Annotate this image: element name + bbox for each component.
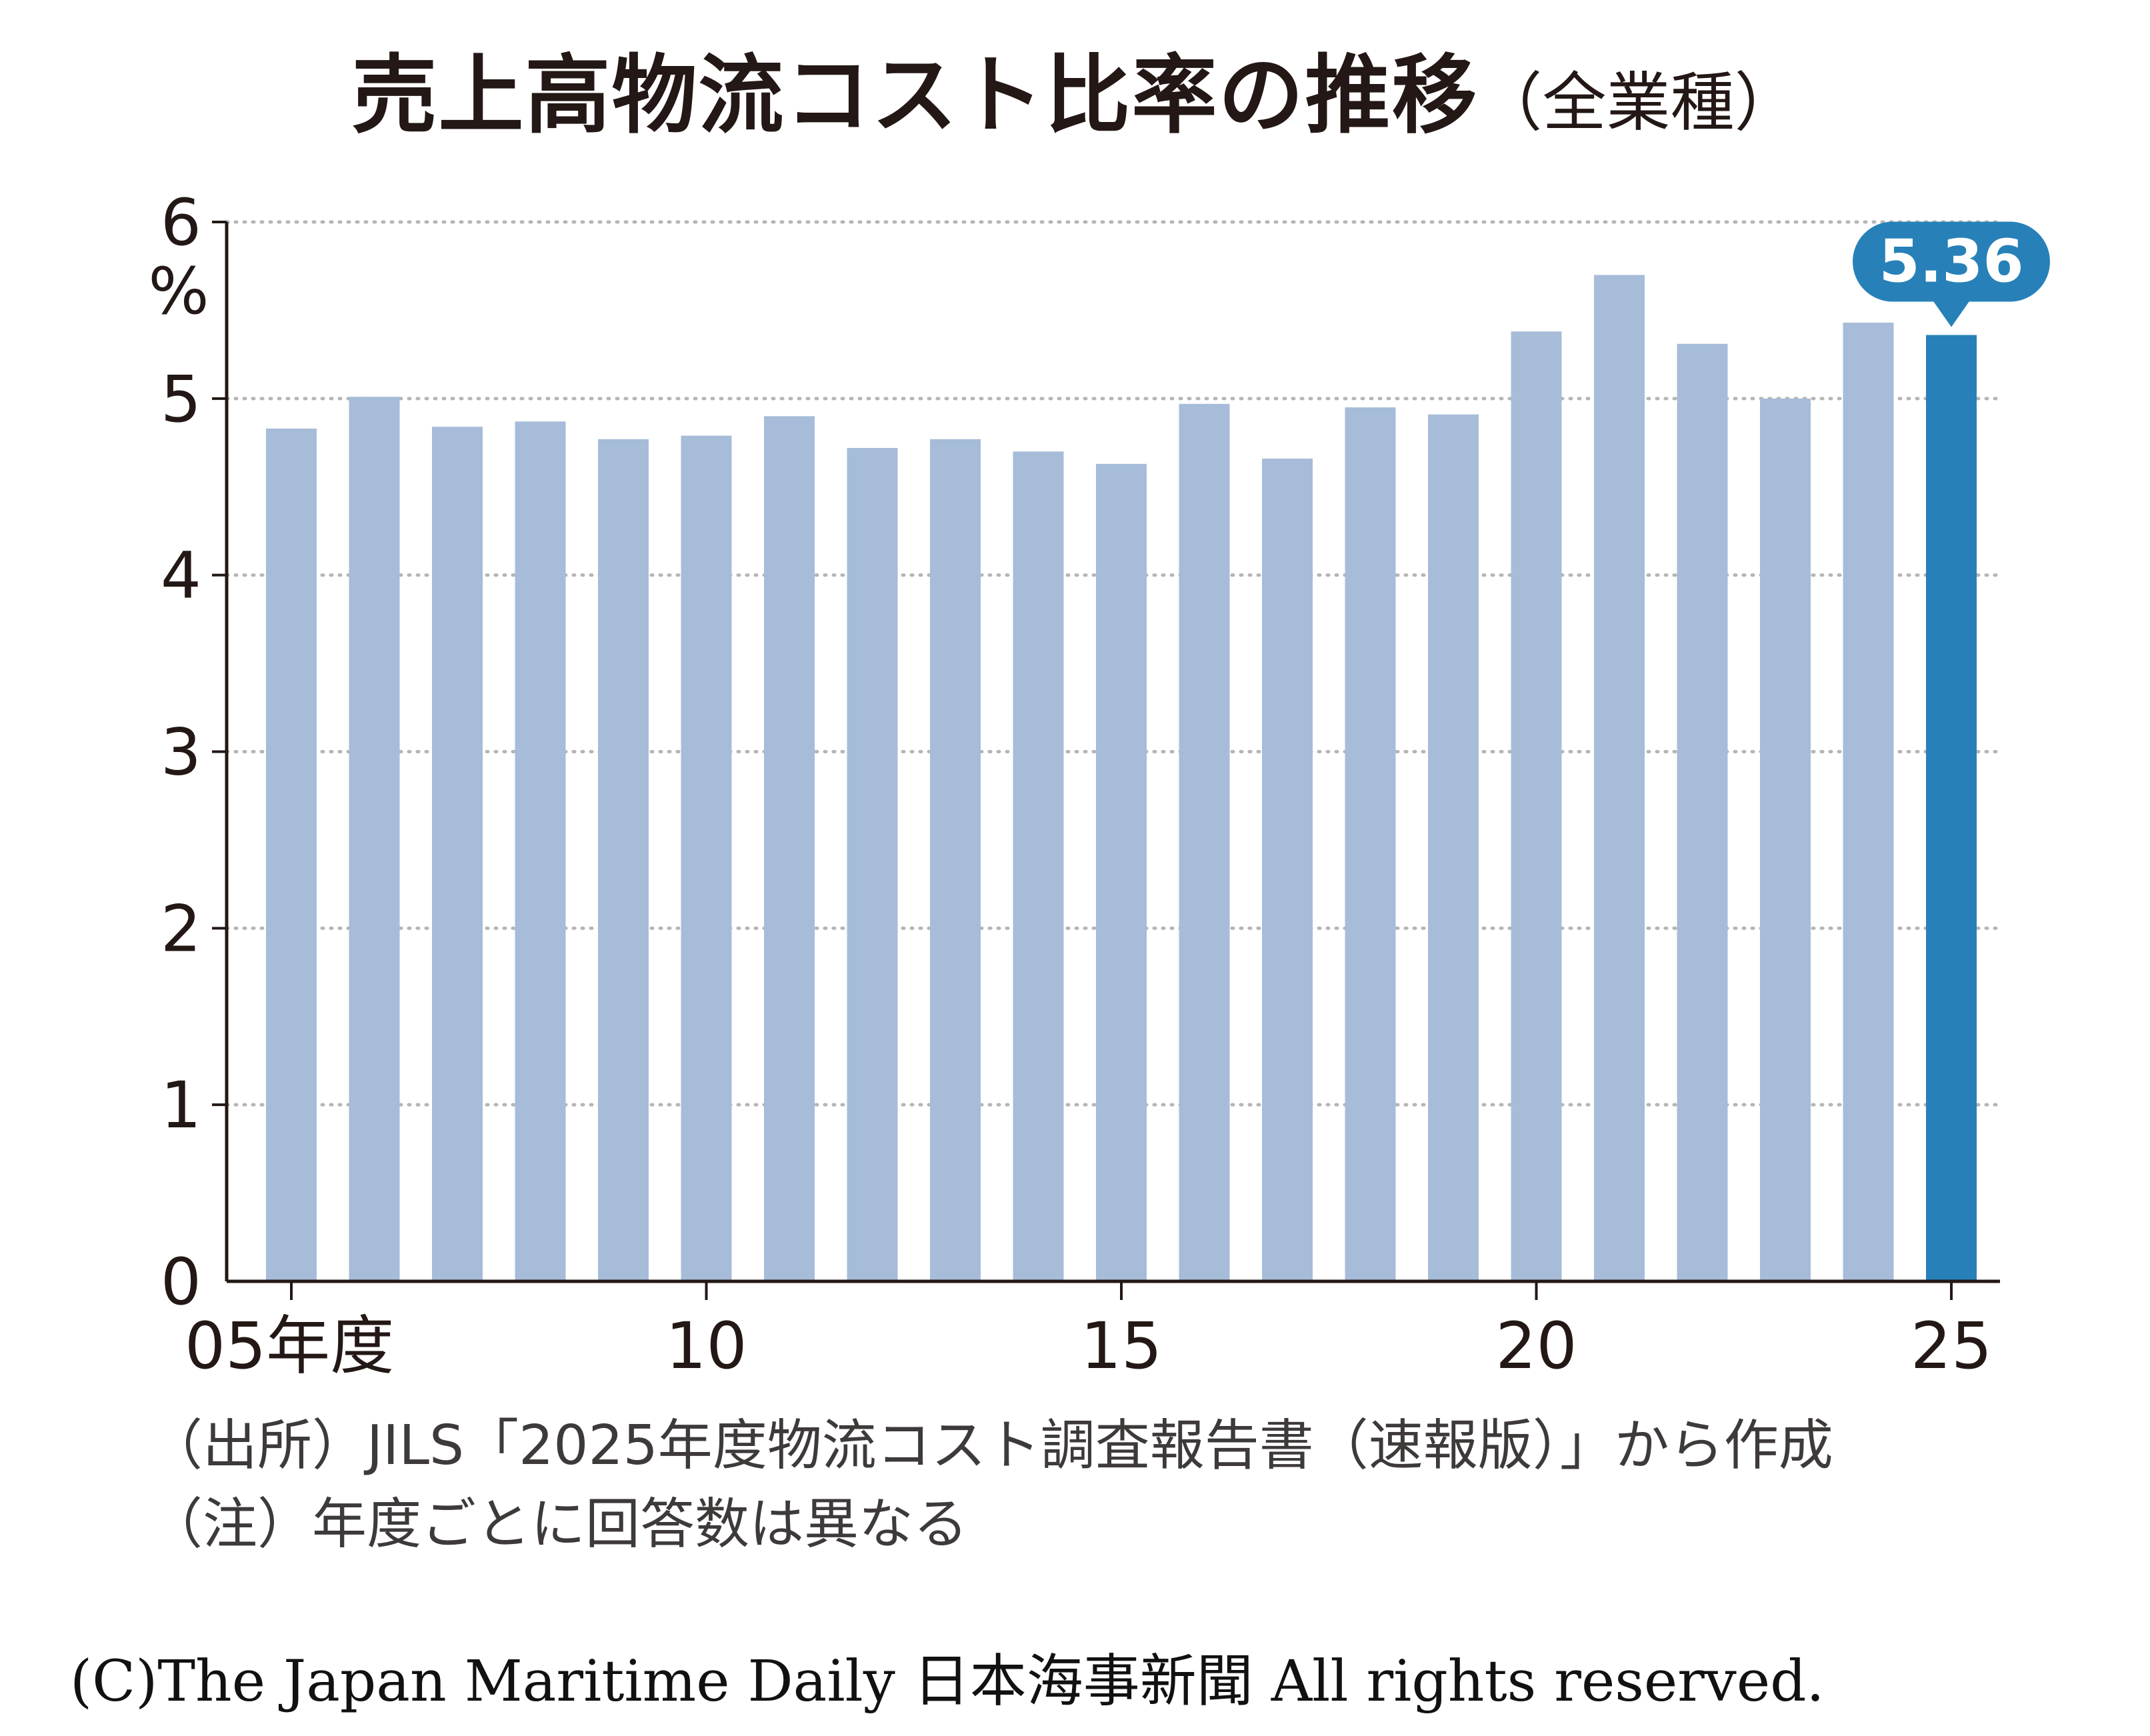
copyright-notice: (C)The Japan Maritime Daily 日本海事新聞 All r… [70,1649,1825,1715]
callout-pointer [1933,300,1970,327]
y-tick-label-1: 1 [161,1068,201,1143]
chart-title: 売上高物流コスト比率の推移（全業種） [0,53,2150,139]
bar-2025 [1926,335,1977,1281]
axes [212,221,2000,1300]
bar-2024 [1843,322,1894,1282]
bar-2018 [1345,407,1396,1282]
bar-2014 [1013,451,1064,1281]
bar-2017 [1262,458,1313,1281]
y-tick-label-2: 2 [161,891,201,966]
bar-2011 [764,416,815,1281]
bar-2007 [432,427,483,1281]
x-tick-label-2015: 15 [1081,1309,1162,1383]
bar-2023 [1760,398,1811,1282]
bar-2016 [1179,403,1230,1281]
callout-bubble [1853,221,2050,302]
chart-title-main: 売上高物流コスト比率の推移 [351,46,1479,145]
bar-2010 [681,435,732,1282]
bar-2008 [515,421,566,1281]
y-tick-label-6: 6 [161,185,201,260]
bar-2009 [598,439,649,1281]
x-tick-label-2020: 20 [1495,1309,1577,1383]
bar-2022 [1677,343,1728,1281]
bars [266,275,1977,1282]
bar-2013 [930,439,981,1281]
bar-2015 [1096,463,1147,1281]
y-tick-label-3: 3 [161,715,201,790]
source-note: （出所）JILS「2025年度物流コスト調査報告書（速報版）」から作成 [148,1414,1833,1477]
x-tick-label-2010: 10 [665,1309,747,1383]
y-tick-label-0: 0 [161,1245,201,1319]
bar-2006 [349,397,400,1281]
x-tick-label-2025: 25 [1911,1309,1992,1383]
bar-2005 [266,428,317,1281]
y-tick-label-5: 5 [161,362,201,437]
callout-value: 5.36 [1879,227,2023,295]
x-tick-label-2005: 05年度 [185,1309,394,1383]
bar-2019 [1428,414,1479,1281]
bar-2012 [847,447,898,1281]
bar-2021 [1594,275,1645,1282]
y-tick-label-4: 4 [161,539,201,613]
y-axis-unit: % [148,254,209,329]
tick-labels: 0 1 2 3 4 5 6% 05年度 10 15 20 25 [148,185,1992,1383]
chart-subtitle: （全業種） [1478,65,1799,140]
bar-2020 [1511,331,1562,1281]
remark-note: （注）年度ごとに回答数は異なる [148,1493,969,1556]
value-callout: 5.36 [1853,221,2050,327]
